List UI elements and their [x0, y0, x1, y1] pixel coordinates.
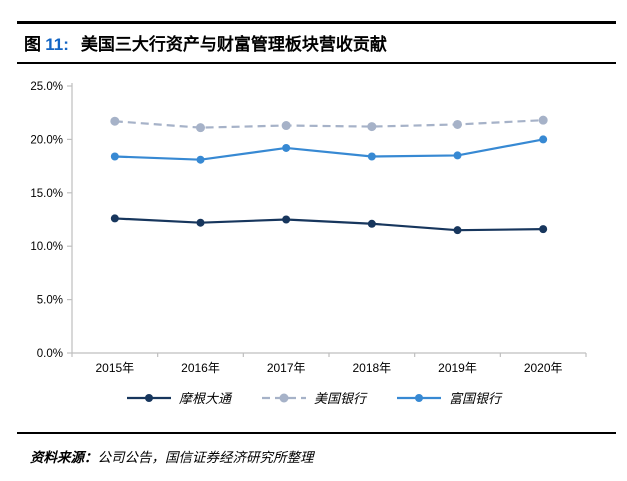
source-text: 公司公告，国信证券经济研究所整理 — [97, 450, 314, 465]
legend-dot-wellsfargo — [415, 393, 423, 402]
data-point-bofa — [453, 119, 462, 129]
y-tick-label: 20.0% — [30, 134, 63, 146]
y-tick-label: 0.0% — [37, 348, 63, 360]
data-point-bofa — [538, 115, 548, 125]
data-point-jpmorgan — [196, 218, 205, 227]
y-tick-label: 25.0% — [30, 81, 63, 93]
data-point-bofa — [110, 116, 120, 126]
data-point-jpmorgan — [367, 219, 376, 228]
legend-dot-jpmorgan — [144, 393, 153, 402]
legend-item-wellsfargo: 富国银行 — [396, 388, 501, 407]
source-row: 资料来源：公司公告，国信证券经济研究所整理 — [30, 446, 610, 466]
data-point-wellsfargo — [539, 135, 548, 144]
x-tick-label: 2015年 — [95, 361, 134, 375]
data-point-wellsfargo — [110, 152, 119, 161]
data-point-wellsfargo — [196, 155, 205, 164]
data-point-bofa — [196, 123, 205, 133]
legend-dot-bofa — [279, 393, 289, 402]
y-tick-label: 5.0% — [37, 295, 63, 307]
x-tick-label: 2019年 — [438, 361, 477, 375]
data-point-jpmorgan — [539, 225, 548, 234]
title-divider-rule — [17, 62, 616, 64]
data-point-bofa — [367, 122, 377, 132]
top-rule — [17, 21, 616, 24]
legend-label-bofa: 美国银行 — [313, 391, 366, 406]
figure-prefix: 图 — [24, 35, 41, 54]
data-point-jpmorgan — [453, 226, 462, 235]
y-tick-label: 10.0% — [30, 241, 63, 253]
x-tick-label: 2018年 — [352, 361, 391, 375]
figure-number: 11: — [45, 35, 69, 54]
legend-marker-bofa — [261, 393, 306, 402]
data-point-jpmorgan — [282, 215, 291, 224]
y-tick-label: 15.0% — [30, 188, 63, 200]
data-point-jpmorgan — [110, 214, 119, 223]
x-tick-label: 2020年 — [524, 361, 563, 375]
bottom-rule — [17, 432, 616, 434]
x-tick-label: 2016年 — [181, 361, 220, 375]
series-line-wellsfargo — [114, 138, 544, 161]
series-line-jpmorgan — [114, 217, 544, 232]
data-point-wellsfargo — [367, 152, 376, 161]
figure-label: 图 11: — [24, 35, 69, 54]
legend-item-bofa: 美国银行 — [261, 388, 366, 407]
series-line-bofa — [114, 119, 544, 129]
chart-legend: 摩根大通 美国银行 富国银行 — [0, 388, 627, 407]
data-point-wellsfargo — [282, 143, 291, 152]
figure-title: 美国三大行资产与财富管理板块营收贡献 — [80, 35, 387, 54]
legend-item-jpmorgan: 摩根大通 — [126, 388, 231, 407]
data-point-bofa — [281, 121, 291, 131]
x-tick-label: 2017年 — [267, 361, 306, 375]
legend-marker-wellsfargo — [397, 393, 441, 402]
legend-marker-jpmorgan — [126, 393, 171, 402]
legend-label-wellsfargo: 富国银行 — [449, 391, 502, 406]
data-point-wellsfargo — [453, 151, 462, 160]
source-label: 资料来源： — [30, 450, 98, 465]
line-chart: 0.0% 5.0% 10.0% 15.0% 20.0% 25.0% 2015年 2016年 20… — [30, 81, 587, 375]
legend-label-jpmorgan: 摩根大通 — [178, 391, 231, 406]
figure-title-row: 图 11: 美国三大行资产与财富管理板块营收贡献 — [24, 30, 604, 55]
